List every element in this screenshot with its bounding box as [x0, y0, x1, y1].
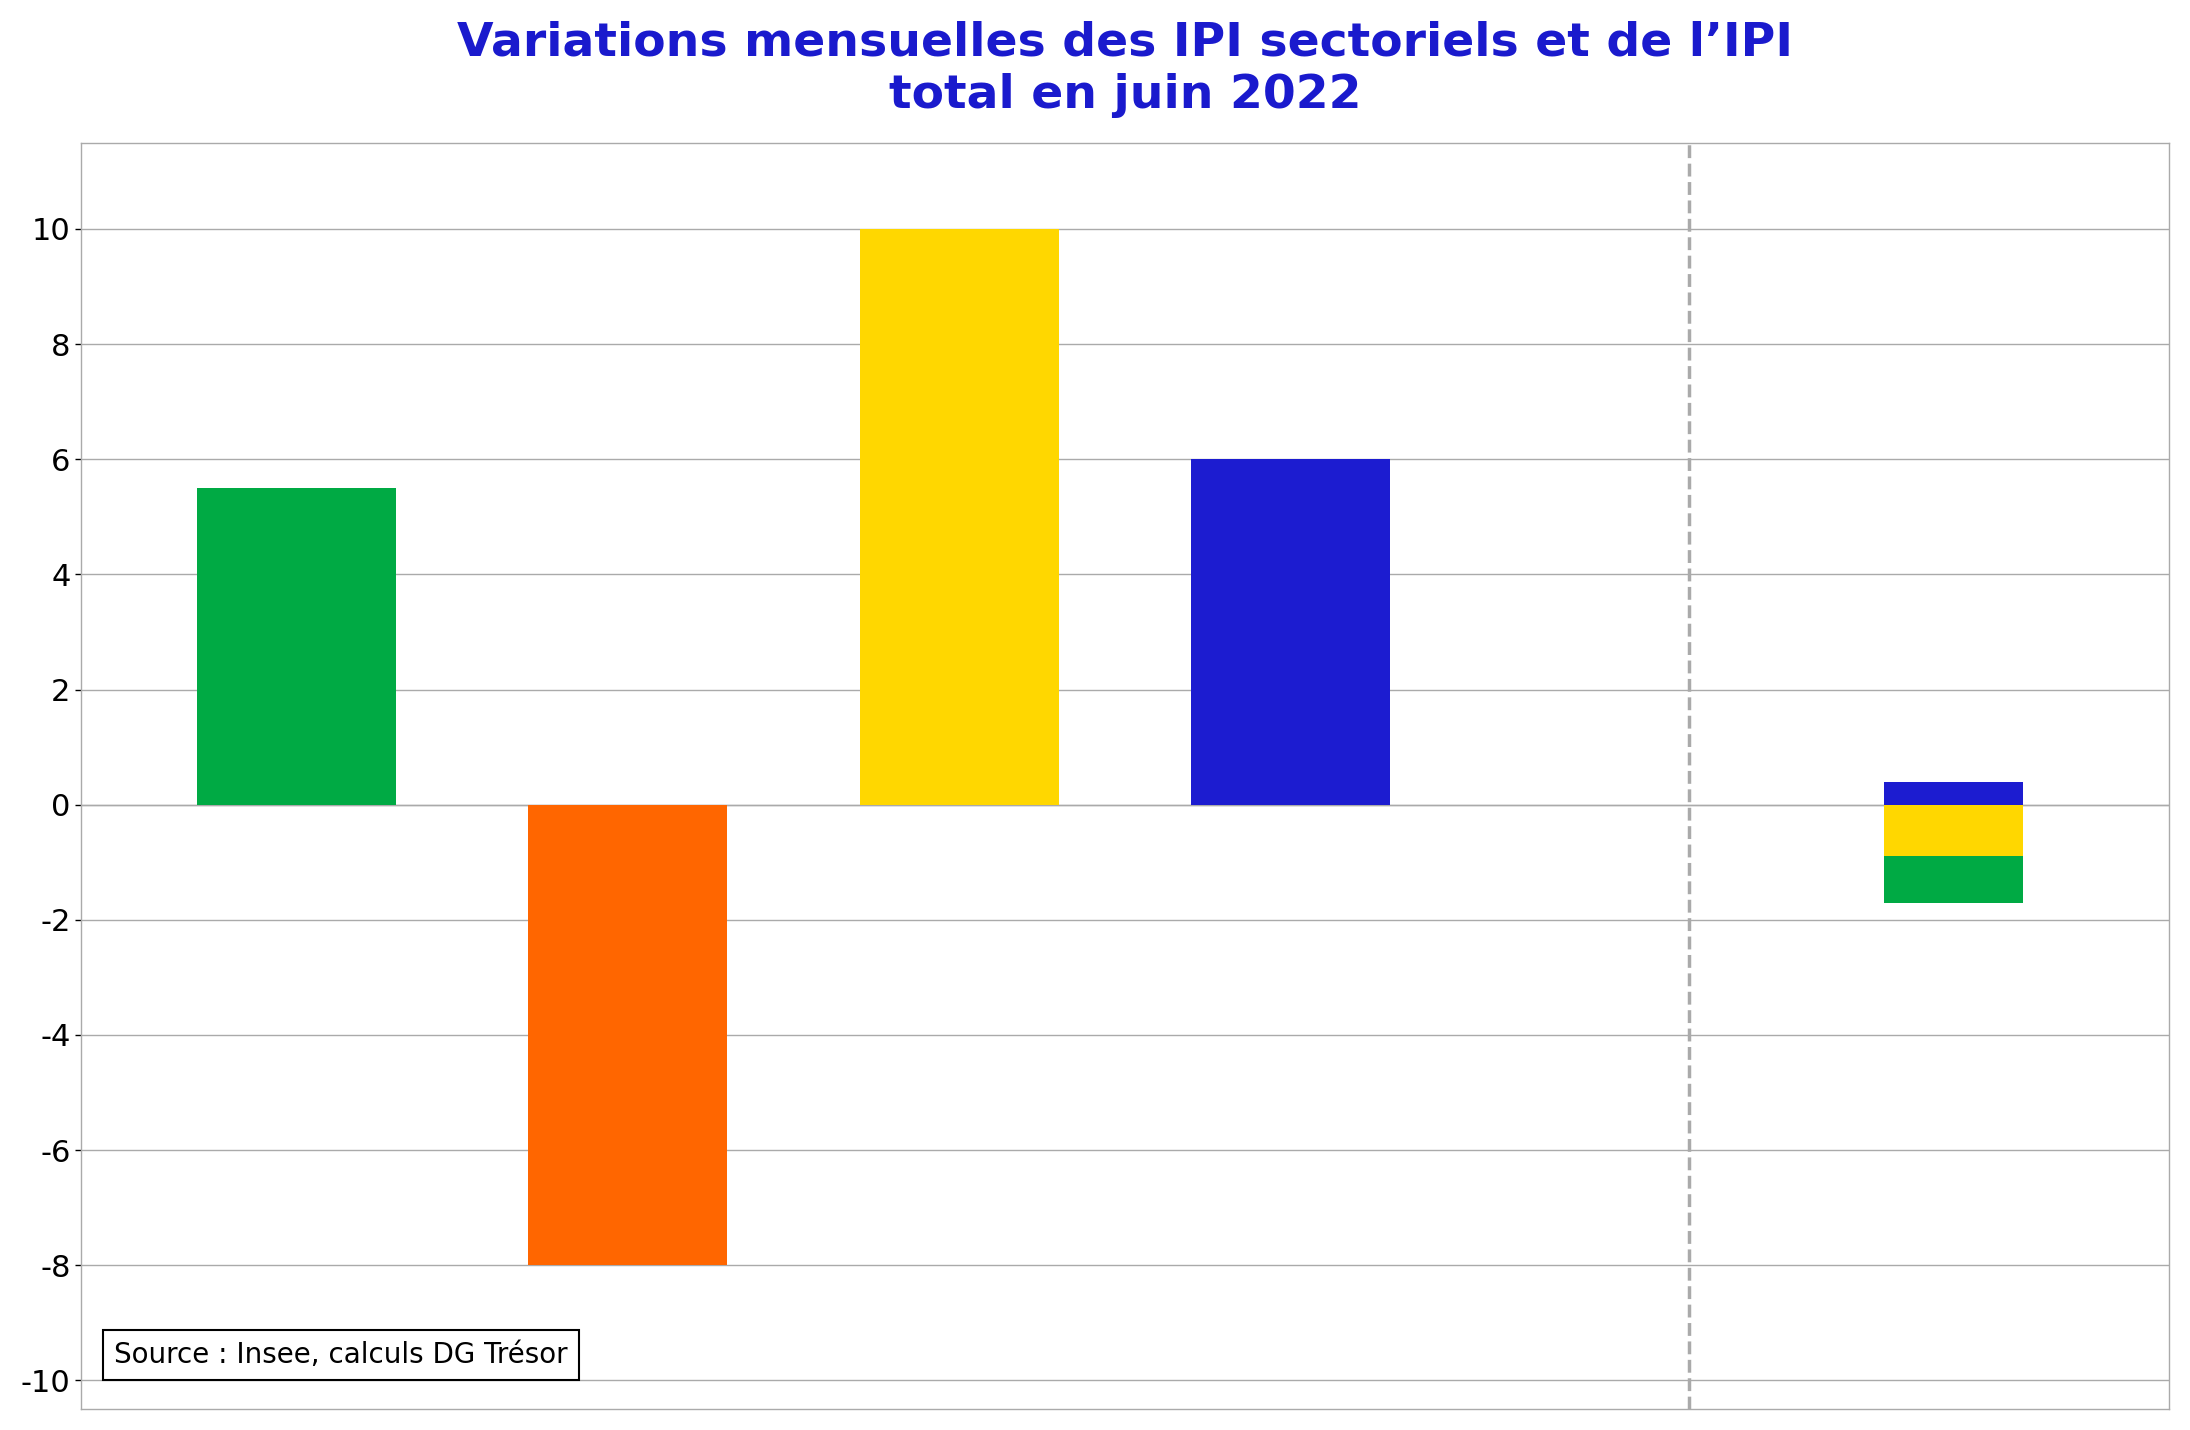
Title: Variations mensuelles des IPI sectoriels et de l’IPI
total en juin 2022: Variations mensuelles des IPI sectoriels…: [458, 21, 1794, 117]
Bar: [1883, 805, 2024, 857]
Bar: [197, 488, 396, 805]
Bar: [528, 805, 727, 1266]
Bar: [861, 229, 1058, 805]
Text: Source : Insee, calculs DG Trésor: Source : Insee, calculs DG Trésor: [114, 1341, 567, 1369]
Bar: [1883, 857, 2024, 902]
Bar: [1883, 782, 2024, 805]
Bar: [1191, 459, 1391, 805]
